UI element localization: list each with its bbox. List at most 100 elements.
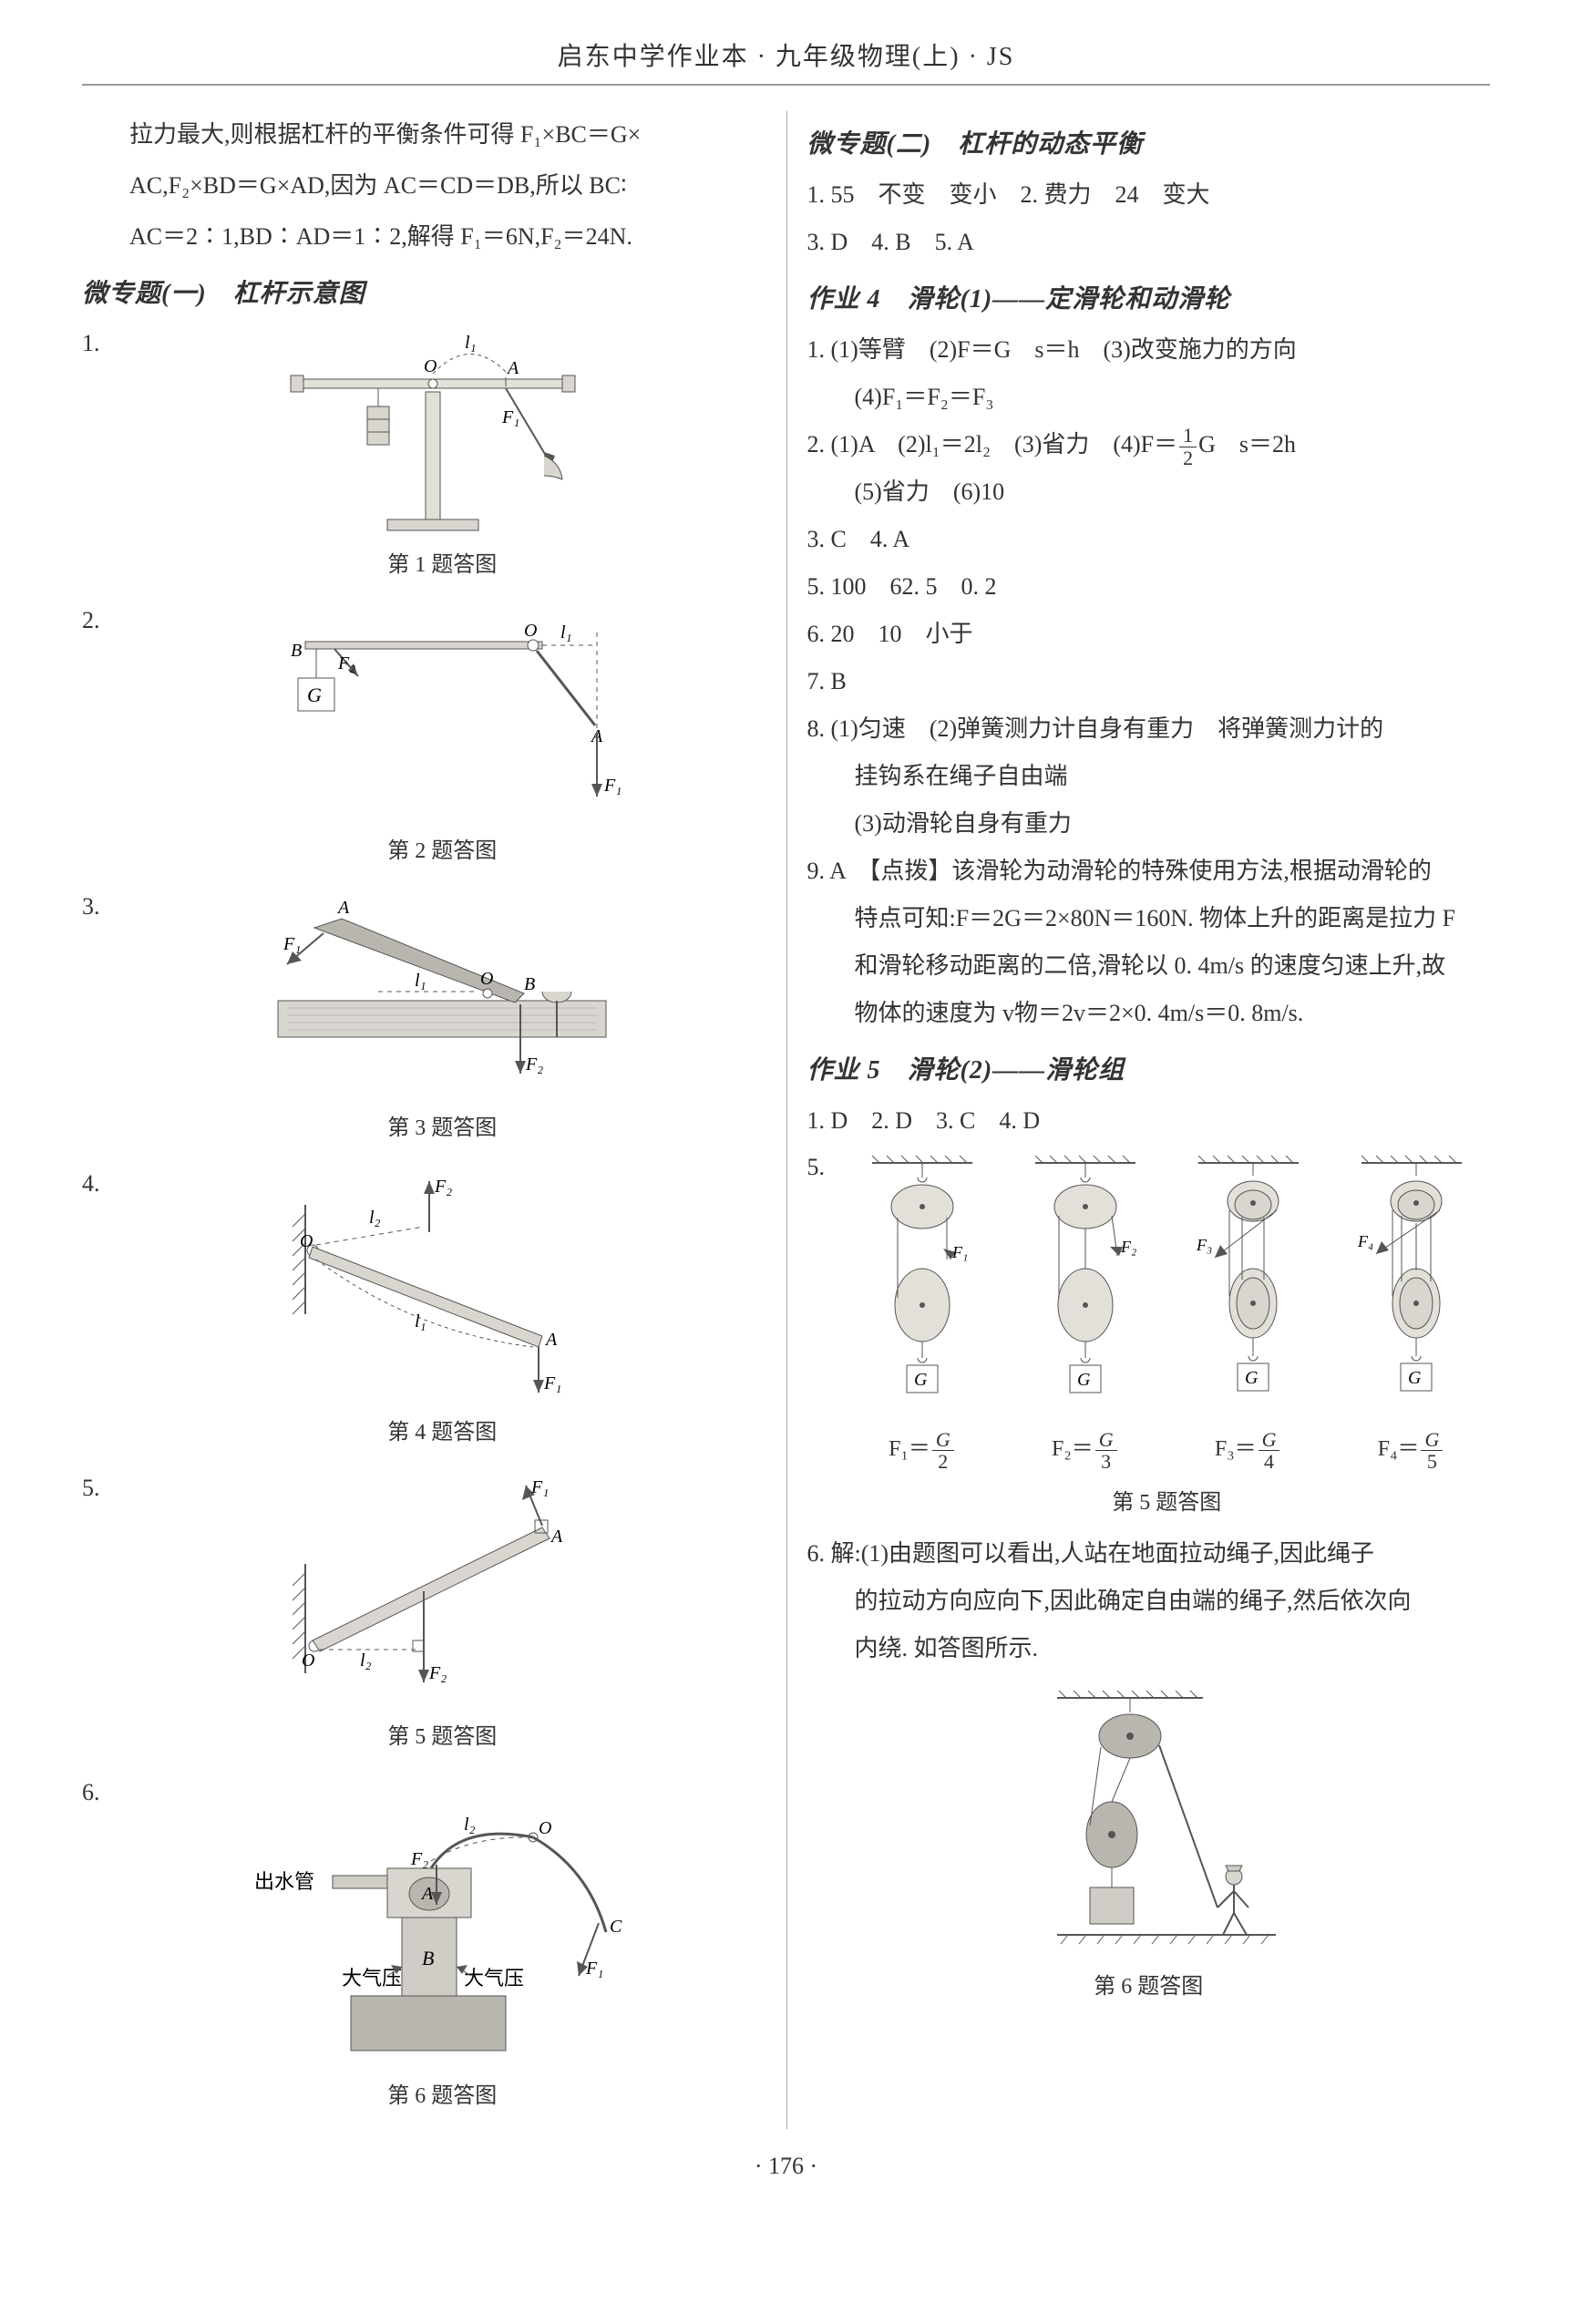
svg-text:B: B bbox=[291, 641, 302, 661]
q6-svg: B A 出水管 大气压 大气压 bbox=[241, 1777, 642, 2069]
svg-text:O: O bbox=[302, 1650, 314, 1671]
hw5-6-caption: 第 6 题答图 bbox=[807, 1968, 1491, 2000]
svg-text:F₂: F₂ bbox=[428, 1663, 447, 1683]
svg-text:B: B bbox=[524, 974, 535, 994]
hw5-5-caption: 第 5 题答图 bbox=[844, 1481, 1491, 1525]
q1-caption: 第 1 题答图 bbox=[118, 543, 766, 587]
page-number: · 176 · bbox=[82, 2153, 1490, 2180]
page-header: 启东中学作业本 · 九年级物理(上) · JS bbox=[82, 36, 1490, 86]
q5-row: 5. O bbox=[82, 1465, 766, 1764]
q1-svg: O l₁ A bbox=[278, 328, 606, 538]
outpipe-label: 出水管 bbox=[254, 1870, 314, 1893]
q6-figure: B A 出水管 大气压 大气压 bbox=[118, 1777, 766, 2118]
svg-text:F₁: F₁ bbox=[951, 1243, 968, 1261]
hw4-8c: (3)动滑轮自身有重力 bbox=[807, 800, 1491, 848]
left-column: 拉力最大,则根据杠杆的平衡条件可得 F₁×BC＝G× AC,F₂×BD＝G×AD… bbox=[82, 111, 786, 2129]
svg-text:A: A bbox=[544, 1330, 558, 1350]
q4-caption: 第 4 题答图 bbox=[118, 1411, 766, 1455]
hw4-1b: (4)F₁＝F₂＝F₃ bbox=[807, 374, 1491, 421]
hw4-3: 3. C 4. A bbox=[807, 516, 1491, 563]
svg-text:A: A bbox=[420, 1884, 434, 1904]
svg-text:l₂: l₂ bbox=[464, 1815, 476, 1835]
svg-text:G: G bbox=[1245, 1368, 1259, 1388]
svg-text:F₂: F₂ bbox=[434, 1177, 452, 1197]
section-1-title: 微专题(一) 杠杆示意图 bbox=[82, 273, 766, 310]
hw4-7: 7. B bbox=[807, 658, 1491, 705]
svg-text:G: G bbox=[1408, 1368, 1422, 1388]
svg-text:F₁: F₁ bbox=[603, 776, 622, 796]
q2-row: 2. O B G bbox=[82, 598, 766, 879]
p1-lhs: F₁＝ bbox=[889, 1437, 930, 1461]
svg-text:l₁: l₁ bbox=[415, 1311, 426, 1332]
q2-svg: O B G F₂ bbox=[251, 605, 633, 824]
svg-text:O: O bbox=[424, 356, 437, 376]
q1-number: 1. bbox=[82, 321, 118, 365]
svg-text:O: O bbox=[300, 1231, 313, 1251]
svg-text:l₁: l₁ bbox=[560, 622, 572, 643]
hw5-6a: 6. 解:(1)由题图可以看出,人站在地面拉动绳子,因此绳子 bbox=[807, 1530, 1491, 1578]
svg-text:F₂: F₂ bbox=[337, 653, 355, 674]
q6-number: 6. bbox=[82, 1770, 118, 1815]
intro-line-3: AC＝2∶1,BD∶AD＝1∶2,解得 F₁＝6N,F₂＝24N. bbox=[82, 213, 766, 261]
hw4-2b: (5)省力 (6)10 bbox=[807, 468, 1491, 516]
svg-text:l₂: l₂ bbox=[360, 1650, 372, 1671]
intro-line-1: 拉力最大,则根据杠杆的平衡条件可得 F₁×BC＝G× bbox=[82, 111, 766, 159]
q1-figure: O l₁ A bbox=[118, 328, 766, 587]
q4-row: 4. bbox=[82, 1161, 766, 1460]
svg-text:l₂: l₂ bbox=[369, 1208, 381, 1228]
hw4-8a: 8. (1)匀速 (2)弹簧测力计自身有重力 将弹簧测力计的 bbox=[807, 705, 1491, 753]
pulley-3-formula: F₃＝G4 bbox=[1180, 1427, 1317, 1472]
q3-number: 3. bbox=[82, 884, 118, 929]
hw4-title: 作业 4 滑轮(1)——定滑轮和动滑轮 bbox=[807, 279, 1491, 315]
pulley-4-formula: F₄＝G5 bbox=[1343, 1427, 1480, 1472]
svg-text:l₁: l₁ bbox=[415, 971, 426, 991]
svg-text:F₃: F₃ bbox=[1196, 1236, 1212, 1254]
q4-figure: O A l₁ l₂ bbox=[118, 1168, 766, 1455]
pulley-1: F₁ G F₁＝G2 bbox=[854, 1150, 991, 1472]
page: 启东中学作业本 · 九年级物理(上) · JS 拉力最大,则根据杠杆的平衡条件可… bbox=[0, 0, 1572, 2235]
hw4-9c: 和滑轮移动距离的二倍,滑轮以 0. 4m/s 的速度匀速上升,故 bbox=[807, 942, 1491, 990]
svg-text:G: G bbox=[307, 684, 322, 706]
svg-text:O: O bbox=[480, 969, 493, 989]
q2-body: O B G F₂ bbox=[118, 598, 766, 879]
hw5-6-svg bbox=[1002, 1680, 1294, 1962]
q5-body: O A F₁ F₂ bbox=[118, 1465, 766, 1764]
pulley-1-formula: F₁＝G2 bbox=[854, 1427, 991, 1472]
q3-figure: A O B l₁ bbox=[118, 891, 766, 1150]
intro-line-2: AC,F₂×BD＝G×AD,因为 AC＝CD＝DB,所以 BC∶ bbox=[82, 162, 766, 210]
hw4-8b: 挂钩系在绳子自由端 bbox=[807, 753, 1491, 800]
hw4-6: 6. 20 10 小于 bbox=[807, 611, 1491, 658]
hw4-2a: 2. (1)A (2)l₁＝2l₂ (3)省力 (4)F＝12G s＝2h bbox=[807, 421, 1491, 468]
section-2-title: 微专题(二) 杠杆的动态平衡 bbox=[807, 124, 1491, 160]
svg-text:l₁: l₁ bbox=[465, 333, 477, 353]
q4-number: 4. bbox=[82, 1161, 118, 1206]
svg-text:F₂: F₂ bbox=[410, 1849, 428, 1869]
q3-svg: A O B l₁ bbox=[251, 891, 633, 1101]
svg-text:F₁: F₁ bbox=[585, 1959, 603, 1979]
pulley-3: F₃ G F₃＝G4 bbox=[1180, 1150, 1317, 1472]
pulley-4: F₄ G F₄＝G5 bbox=[1343, 1150, 1480, 1472]
q3-caption: 第 3 题答图 bbox=[118, 1106, 766, 1150]
hw5-6b: 的拉动方向应向下,因此确定自由端的绳子,然后依次向 bbox=[807, 1578, 1491, 1625]
hw4-1a: 1. (1)等臂 (2)F＝G s＝h (3)改变施力的方向 bbox=[807, 326, 1491, 374]
q2-caption: 第 2 题答图 bbox=[118, 829, 766, 873]
q5-figure: O A F₁ F₂ bbox=[118, 1473, 766, 1759]
svg-text:F₂: F₂ bbox=[525, 1054, 543, 1075]
svg-text:B: B bbox=[422, 1947, 434, 1969]
columns: 拉力最大,则根据杠杆的平衡条件可得 F₁×BC＝G× AC,F₂×BD＝G×AD… bbox=[82, 111, 1490, 2129]
hw4-9a: 9. A 【点拨】该滑轮为动滑轮的特殊使用方法,根据动滑轮的 bbox=[807, 848, 1491, 895]
pulley-2: F₂ G F₂＝G3 bbox=[1017, 1150, 1154, 1472]
hw5-5-row: 5. bbox=[807, 1145, 1491, 1525]
s2-line-2: 3. D 4. B 5. A bbox=[807, 219, 1491, 266]
svg-text:A: A bbox=[506, 358, 519, 378]
hw5-5-number: 5. bbox=[807, 1145, 844, 1189]
hw5-6-figure: 第 6 题答图 bbox=[807, 1680, 1491, 2000]
atm-right: 大气压 bbox=[464, 1967, 524, 1990]
q3-body: A O B l₁ bbox=[118, 884, 766, 1156]
svg-text:A: A bbox=[336, 898, 350, 918]
q4-body: O A l₁ l₂ bbox=[118, 1161, 766, 1460]
hw5-title: 作业 5 滑轮(2)——滑轮组 bbox=[807, 1050, 1491, 1086]
svg-text:G: G bbox=[914, 1370, 928, 1390]
svg-text:F₁: F₁ bbox=[283, 934, 301, 954]
hw4-5: 5. 100 62. 5 0. 2 bbox=[807, 563, 1491, 611]
